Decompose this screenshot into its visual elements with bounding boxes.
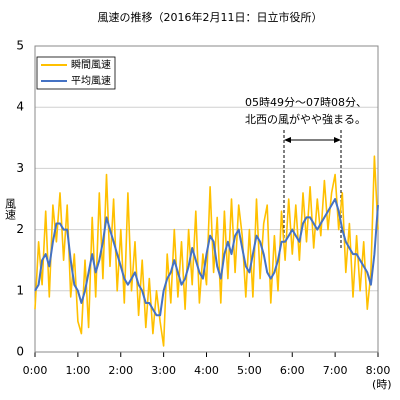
annotation: 05時49分～07時08分、 <box>245 96 367 109</box>
y-tick-label: 2 <box>16 222 24 236</box>
x-tick-label: 6:00 <box>280 364 305 377</box>
x-tick-label: 0:00 <box>23 364 48 377</box>
arrow-head <box>284 137 341 143</box>
x-tick-label: 8:00 <box>366 364 391 377</box>
y-tick-label: 0 <box>16 345 24 359</box>
x-tick-label: 7:00 <box>323 364 348 377</box>
y-axis-label: 風速 <box>4 198 17 220</box>
data-line <box>34 155 379 347</box>
x-tick-label: 3:00 <box>151 364 176 377</box>
legend-box <box>36 56 116 90</box>
y-tick-label: 5 <box>16 39 24 53</box>
x-tick-label: 2:00 <box>108 364 133 377</box>
legend-label: 平均風速 <box>71 75 111 87</box>
data-line <box>34 198 379 317</box>
plot-frame <box>34 45 379 353</box>
x-tick-label: 4:00 <box>194 364 219 377</box>
x-unit: (時) <box>372 378 392 391</box>
y-tick-label: 3 <box>16 161 24 175</box>
chart-title: 風速の推移（2016年2月11日：日立市役所） <box>98 10 323 24</box>
y-tick-label: 4 <box>16 100 24 114</box>
y-tick-label: 1 <box>16 283 24 297</box>
x-tick-label: 1:00 <box>66 364 91 377</box>
x-tick-label: 5:00 <box>237 364 262 377</box>
legend-label: 瞬間風速 <box>71 58 111 71</box>
annotation: 北西の風がやや強まる。 <box>245 112 366 126</box>
